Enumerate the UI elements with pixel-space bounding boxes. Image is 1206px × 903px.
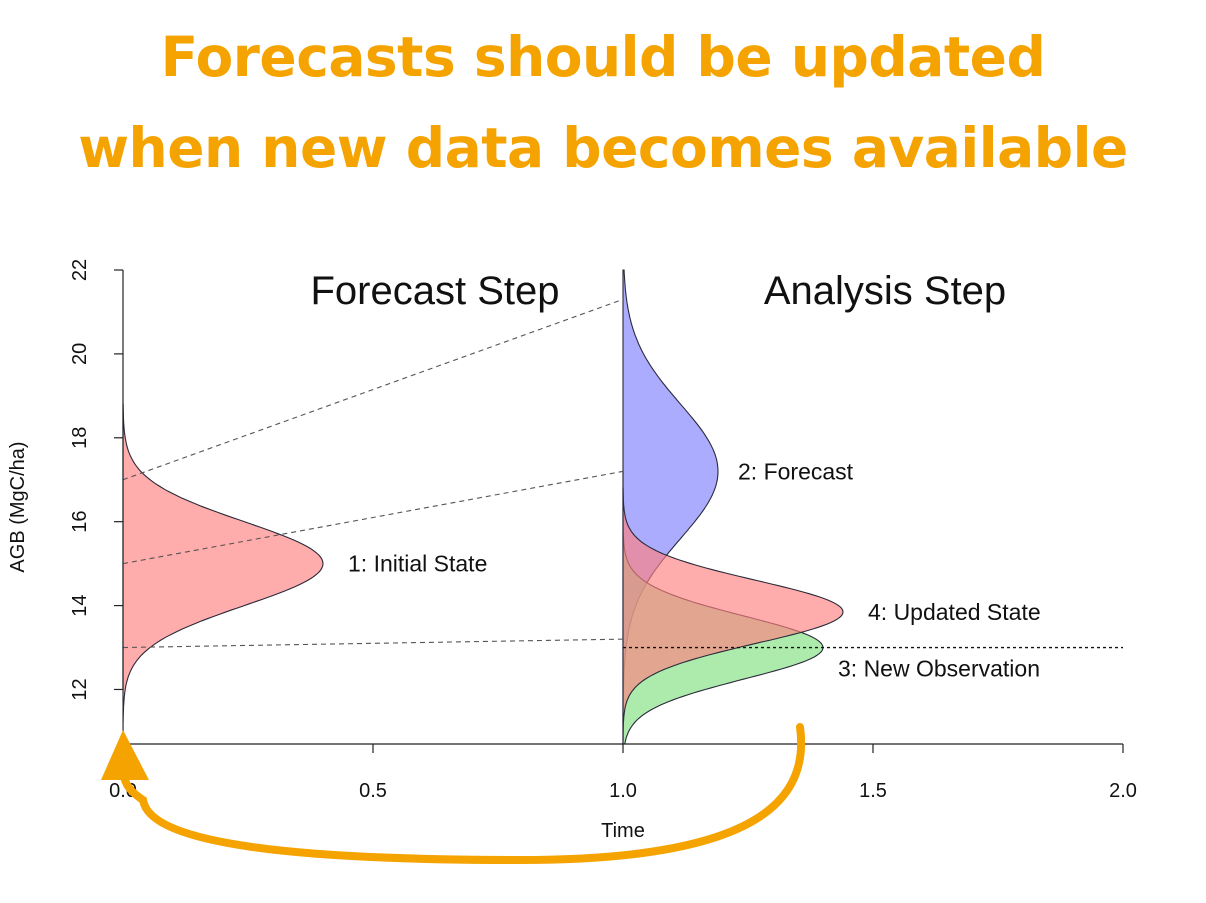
x-tick-label: 1.5	[859, 780, 887, 802]
x-tick-label: 1.0	[609, 780, 637, 802]
y-tick-label: 12	[69, 678, 91, 700]
y-tick-label: 20	[69, 343, 91, 365]
distribution-label-3: 3: New Observation	[838, 655, 1040, 681]
distribution-label-2: 2: Forecast	[738, 458, 854, 484]
y-tick-label: 18	[69, 427, 91, 449]
feedback-arrow	[120, 723, 806, 865]
x-tick-label: 0.5	[359, 780, 387, 802]
panel-title-1: Forecast Step	[310, 269, 559, 313]
y-tick-label: 14	[69, 594, 91, 616]
dashed-connector-1	[122, 298, 624, 481]
dashed-connector-2	[122, 470, 624, 565]
feedback-arrow-head	[101, 730, 149, 780]
distribution-4	[622, 487, 844, 744]
distribution-label-4: 4: Updated State	[868, 599, 1041, 625]
headline-line-2: when new data becomes available	[78, 116, 1128, 180]
y-tick-label: 22	[69, 259, 91, 281]
panel-title-2: Analysis Step	[764, 269, 1006, 313]
dashed-connector-3	[122, 638, 624, 649]
y-tick-label: 16	[69, 511, 91, 533]
headline-line-1: Forecasts should be updated	[160, 25, 1046, 89]
y-axis-label: AGB (MgC/ha)	[7, 441, 29, 572]
x-tick-label: 2.0	[1109, 780, 1137, 802]
distribution-label-1: 1: Initial State	[348, 551, 487, 577]
distribution-1	[122, 403, 324, 744]
x-axis-label: Time	[601, 820, 645, 842]
